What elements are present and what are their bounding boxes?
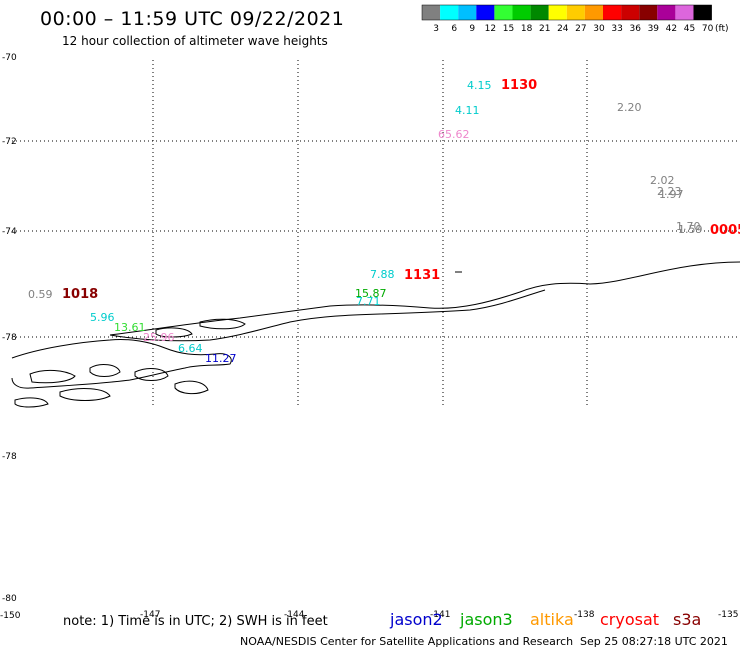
wave-height-observations: 4.15 4.11 65.62 2.20 2.02 2.23 1.97 1.70…: [28, 79, 703, 365]
swh-value: 1.97: [659, 188, 684, 201]
legend-swatch: [657, 5, 676, 20]
legend-tick-label: 15: [503, 24, 514, 34]
lon-label: -138: [574, 610, 595, 620]
satellite-name: jason3: [459, 610, 513, 629]
legend-swatch: [458, 5, 477, 20]
lon-label: -150: [0, 611, 21, 621]
legend-tick-label: 33: [611, 24, 622, 34]
lon-label: -141: [430, 610, 450, 620]
legend-tick-label: 18: [521, 24, 533, 34]
pass-time-label: 0005: [710, 223, 740, 238]
legend-tick-label: 6: [451, 24, 457, 34]
lon-label: -147: [140, 610, 160, 620]
map-title: 00:00 – 11:59 UTC 09/22/2021: [40, 8, 344, 30]
legend-tick-label: 27: [575, 24, 586, 34]
legend-tick-label: 70: [702, 24, 714, 34]
units-note: note: 1) Time is in UTC; 2) SWH is in fe…: [63, 614, 328, 629]
swh-value: 65.62: [438, 128, 470, 141]
legend-tick-label: 45: [684, 24, 695, 34]
swh-value: 4.15: [467, 79, 492, 92]
swh-value: 1.59: [678, 223, 703, 236]
legend-tick-label: 24: [557, 24, 569, 34]
generated-timestamp: Sep 25 08:27:18 UTC 2021: [580, 635, 728, 648]
legend-unit: (ft): [715, 24, 729, 34]
legend-tick-label: 30: [593, 24, 605, 34]
swh-value: 5.96: [90, 311, 115, 324]
lat-label: -78: [2, 333, 17, 343]
swh-value: 25.96: [143, 331, 175, 344]
lon-label: -135: [718, 610, 738, 620]
swh-value: 1.70: [676, 220, 701, 233]
satellite-name: jason2: [389, 610, 443, 629]
swh-value: 2.23: [657, 185, 682, 198]
credit-line: NOAA/NESDIS Center for Satellite Applica…: [240, 635, 573, 648]
legend-tick-label: 42: [666, 24, 677, 34]
legend-swatch: [621, 5, 640, 20]
graticule: [12, 60, 740, 405]
legend-tick-label: 9: [469, 24, 475, 34]
legend-swatch: [548, 5, 567, 20]
pass-time-labels: 1130 1131 0005 1018: [62, 78, 740, 302]
pass-time-label: 1130: [501, 78, 537, 93]
swh-value: 2.20: [617, 101, 642, 114]
lat-label: -70: [2, 53, 17, 63]
lat-label: -74: [2, 227, 17, 237]
legend-swatch: [512, 5, 531, 20]
legend-tick-label: 39: [648, 24, 660, 34]
swh-value: 7.71: [356, 295, 381, 308]
legend-swatch: [494, 5, 513, 20]
satellite-key: jason2 jason3 altika cryosat s3a: [389, 610, 701, 629]
swh-value: 13.61: [114, 321, 146, 334]
legend-swatch: [584, 5, 603, 20]
pass-time-label: 1018: [62, 287, 98, 302]
legend-swatch: [566, 5, 585, 20]
wave-height-color-legend: 3 6 9 12 15 18 21 24 27 30 33 36 39 42 45 70: [421, 4, 714, 34]
lat-label: -80: [2, 594, 17, 604]
swh-value: 15.87: [355, 287, 387, 300]
swh-value: 4.11: [455, 104, 480, 117]
legend-swatch: [639, 5, 658, 20]
satellite-name: cryosat: [600, 610, 659, 629]
legend-tick-label: 36: [629, 24, 641, 34]
swh-value: 7.88: [370, 268, 395, 281]
legend-tick-label: 3: [433, 24, 439, 34]
legend-swatch: [422, 5, 441, 20]
swh-value: 11.27: [205, 352, 237, 365]
lon-label: -144: [284, 610, 305, 620]
swh-value: 6.64: [178, 342, 203, 355]
legend-swatch: [693, 5, 712, 20]
swh-value: 2.02: [650, 174, 675, 187]
pass-time-label: 1131: [404, 268, 440, 283]
map-subtitle: 12 hour collection of altimeter wave hei…: [62, 34, 328, 48]
legend-swatch: [675, 5, 694, 20]
satellite-name: altika: [530, 610, 574, 629]
legend-swatch: [440, 5, 459, 20]
satellite-name: s3a: [673, 610, 701, 629]
swh-value: 0.59: [28, 288, 53, 301]
legend-tick-label: 21: [539, 24, 550, 34]
legend-frame: [421, 4, 712, 21]
legend-swatch: [530, 5, 549, 20]
lat-label: -72: [2, 137, 17, 147]
legend-swatch: [603, 5, 622, 20]
coastline: [11, 261, 740, 408]
legend-swatch: [476, 5, 495, 20]
legend-tick-label: 12: [485, 24, 496, 34]
lat-label: -78: [2, 452, 17, 462]
